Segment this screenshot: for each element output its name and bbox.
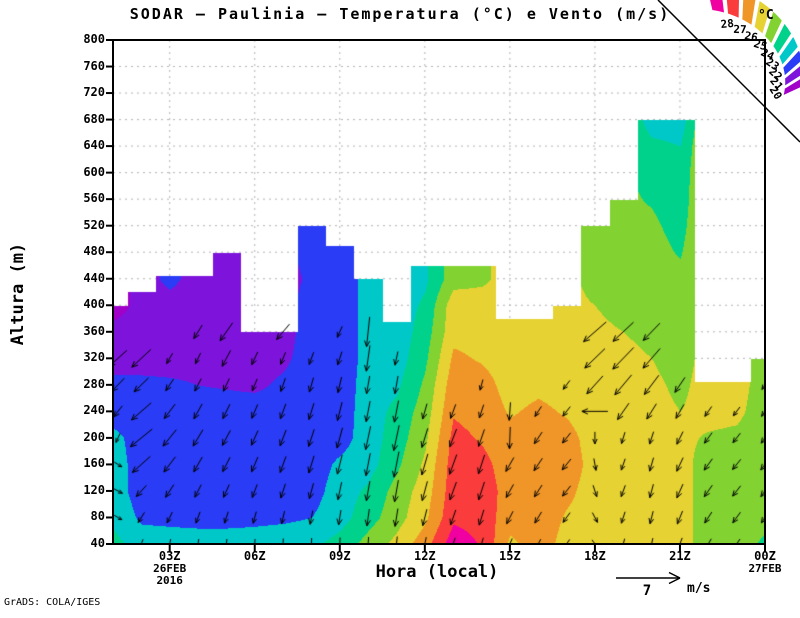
y-tick-label: 240	[83, 403, 105, 418]
y-tick-label: 720	[83, 85, 105, 100]
grads-watermark: GrADS: COLA/IGES	[4, 597, 101, 608]
x-tick-label: 18Z	[584, 549, 606, 563]
wind-reference-arrowhead	[668, 571, 681, 585]
y-tick-label: 560	[83, 191, 105, 206]
y-axis-label: Altura (m)	[8, 242, 28, 346]
y-tick-label: 80	[90, 509, 105, 524]
x-tick-label: 06Z	[243, 549, 266, 563]
y-tick-label: 160	[83, 456, 105, 471]
x-tick-label: 03Z	[158, 549, 181, 563]
colorbar-wedge	[753, 0, 772, 36]
x-tick-label: 21Z	[669, 549, 691, 563]
x-tick-label: 15Z	[499, 549, 521, 563]
y-tick-label: 600	[83, 164, 105, 179]
y-tick-label: 120	[83, 482, 105, 497]
colorbar-wedge	[778, 35, 799, 67]
x-date-sublabel: 27FEB	[748, 562, 782, 575]
y-tick-label: 800	[83, 32, 105, 46]
x-date-sublabel: 2016	[156, 574, 183, 587]
colorbar-level-label: 25	[752, 37, 769, 53]
colorbar-level-label: 24	[759, 46, 777, 64]
colorbar-level-label: 27	[733, 23, 747, 36]
x-tick-label: 12Z	[413, 549, 436, 563]
corner-diagonal-line	[657, 0, 800, 143]
wind-reference-unit: m/s	[687, 581, 711, 596]
y-tick-label: 640	[83, 138, 105, 153]
colorbar-level-label: 26	[743, 29, 759, 44]
x-axis-label: Hora (local)	[375, 562, 499, 582]
colorbar-wedge	[741, 0, 757, 27]
x-date-sublabel: 26FEB	[153, 562, 187, 575]
y-tick-label: 320	[83, 350, 105, 365]
colorbar-wedge	[725, 0, 740, 20]
colorbar-wedge	[772, 22, 793, 56]
temperature-contour-canvas	[113, 40, 765, 544]
colorbar-unit-label: °C	[758, 8, 774, 23]
y-tick-label: 40	[90, 536, 105, 550]
plot-frame	[112, 39, 766, 545]
y-tick-label: 280	[83, 376, 105, 391]
y-tick-label: 480	[83, 244, 105, 259]
colorbar-wedge	[784, 64, 800, 88]
y-tick-label: 760	[83, 58, 105, 73]
y-tick-label: 440	[83, 270, 105, 285]
x-tick-label: 09Z	[328, 549, 351, 563]
y-tick-label: 680	[83, 111, 105, 126]
colorbar-wedge	[709, 0, 726, 14]
y-tick-label: 360	[83, 323, 105, 338]
chart-title: SODAR – Paulinia – Temperatura (°C) e Ve…	[129, 5, 671, 23]
y-tick-label: 520	[83, 217, 105, 232]
colorbar-wedge	[782, 48, 800, 78]
colorbar-level-label: 23	[763, 55, 781, 73]
colorbar-wedge	[763, 10, 783, 46]
y-tick-label: 200	[83, 429, 105, 444]
y-tick-label: 400	[83, 297, 105, 312]
x-tick-label: 00Z	[754, 549, 776, 563]
colorbar-wedge	[782, 78, 800, 97]
colorbar-level-label: 28	[720, 17, 735, 31]
wind-reference-value: 7	[642, 583, 652, 599]
colorbar-level-label: 20	[767, 84, 785, 102]
